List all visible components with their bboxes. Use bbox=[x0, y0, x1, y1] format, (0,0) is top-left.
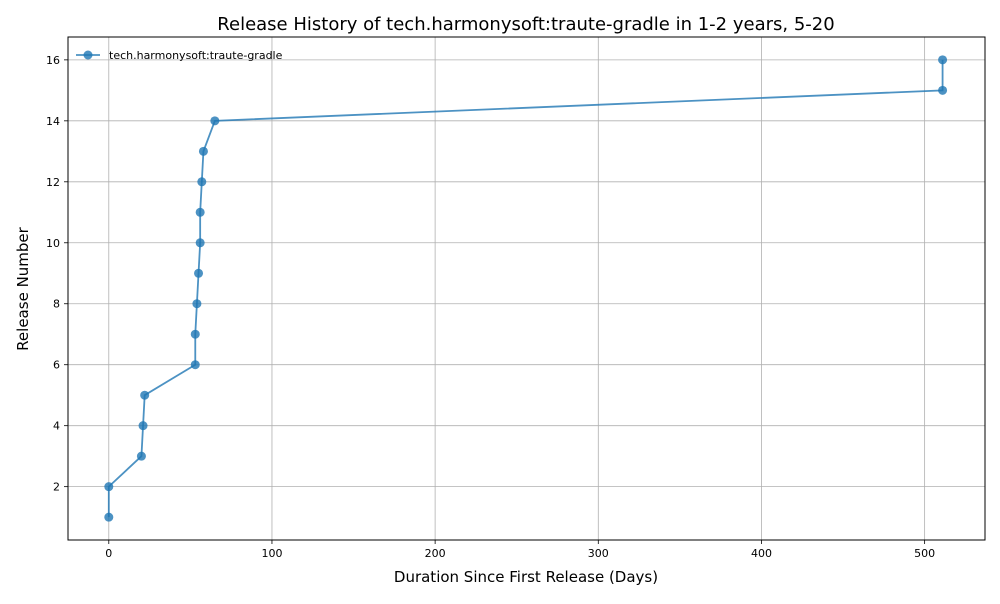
plot-area-frame bbox=[67, 36, 986, 541]
x-axis-label: Duration Since First Release (Days) bbox=[394, 568, 658, 586]
data-point bbox=[195, 238, 205, 248]
y-axis-ticks: 2 4 6 8 10 12 14 16 bbox=[46, 54, 68, 494]
x-axis-ticks: 0 100 200 300 400 500 bbox=[105, 540, 935, 560]
y-tick-label: 14 bbox=[46, 115, 60, 128]
legend: tech.harmonysoft:traute-gradle bbox=[76, 49, 283, 62]
data-point bbox=[194, 268, 204, 278]
data-point bbox=[136, 451, 146, 461]
x-tick-label: 400 bbox=[751, 547, 772, 560]
series-line bbox=[107, 59, 944, 518]
data-point bbox=[938, 55, 948, 65]
data-point bbox=[104, 482, 114, 492]
x-tick-label: 500 bbox=[914, 547, 935, 560]
legend-marker-swatch bbox=[83, 50, 93, 60]
y-tick-label: 4 bbox=[53, 420, 60, 433]
chart-title: Release History of tech.harmonysoft:trau… bbox=[217, 14, 834, 35]
data-point bbox=[197, 177, 207, 187]
data-point bbox=[190, 360, 200, 370]
data-point bbox=[198, 146, 208, 156]
y-tick-label: 8 bbox=[53, 298, 60, 311]
data-point bbox=[192, 299, 202, 309]
x-tick-label: 200 bbox=[425, 547, 446, 560]
data-point bbox=[140, 390, 150, 400]
data-point bbox=[195, 207, 205, 217]
legend-label: tech.harmonysoft:traute-gradle bbox=[109, 49, 283, 62]
y-tick-label: 16 bbox=[46, 54, 60, 67]
series-layer bbox=[104, 55, 948, 522]
grid-lines bbox=[68, 37, 985, 540]
data-point bbox=[210, 116, 220, 126]
y-axis-label: Release Number bbox=[14, 226, 32, 350]
data-point bbox=[138, 421, 148, 431]
x-tick-label: 100 bbox=[261, 547, 282, 560]
y-tick-label: 10 bbox=[46, 237, 60, 250]
x-tick-label: 300 bbox=[588, 547, 609, 560]
y-tick-label: 12 bbox=[46, 176, 60, 189]
x-tick-label: 0 bbox=[105, 547, 112, 560]
y-tick-label: 6 bbox=[53, 359, 60, 372]
data-point bbox=[104, 512, 114, 522]
data-point bbox=[938, 85, 948, 95]
y-tick-label: 2 bbox=[53, 481, 60, 494]
data-point bbox=[190, 329, 200, 339]
